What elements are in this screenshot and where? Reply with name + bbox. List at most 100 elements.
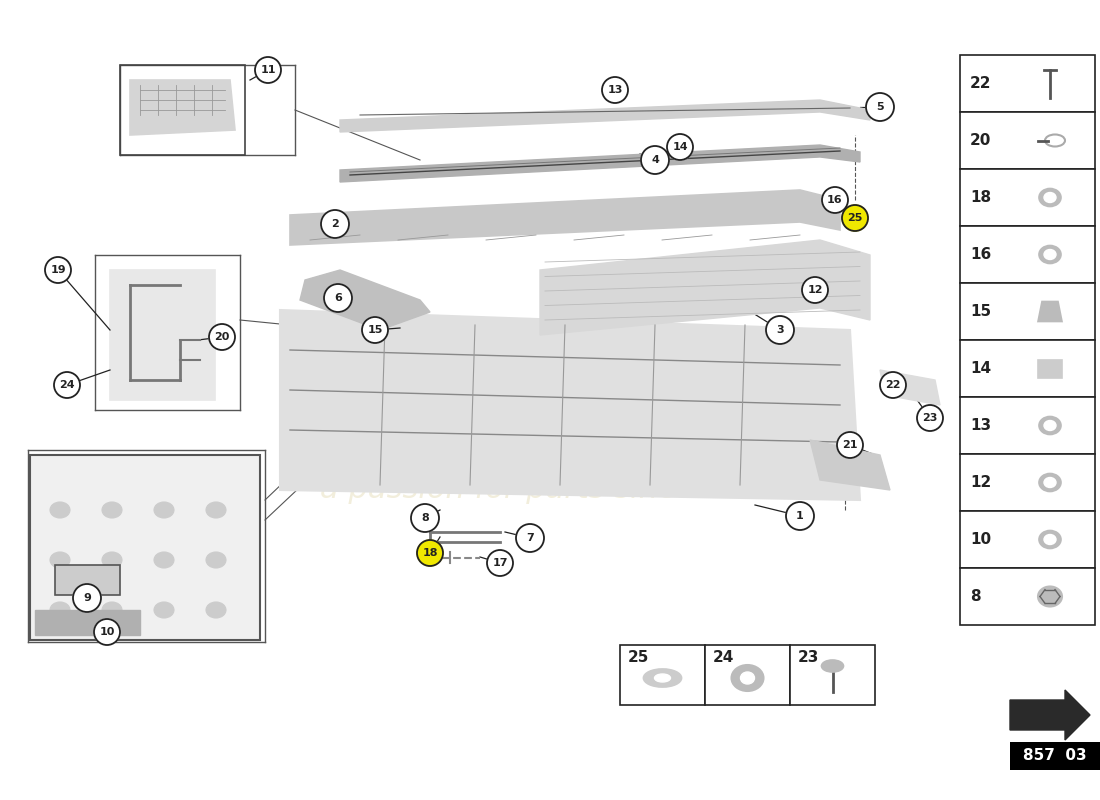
- Text: 17: 17: [493, 558, 508, 568]
- Bar: [790, 645, 874, 705]
- Text: 6: 6: [334, 293, 342, 303]
- Bar: [960, 55, 1094, 112]
- Bar: [55, 565, 120, 595]
- Circle shape: [917, 405, 943, 431]
- Text: 7: 7: [526, 533, 534, 543]
- Polygon shape: [35, 610, 140, 635]
- Text: 8: 8: [970, 589, 980, 604]
- Text: 13: 13: [970, 418, 991, 433]
- Bar: [30, 455, 260, 640]
- Bar: [620, 645, 705, 705]
- Text: 14: 14: [970, 361, 991, 376]
- Polygon shape: [290, 190, 840, 245]
- Text: 1: 1: [796, 511, 804, 521]
- Text: 8: 8: [421, 513, 429, 523]
- Text: 16: 16: [827, 195, 843, 205]
- Circle shape: [866, 93, 894, 121]
- Text: 18: 18: [422, 548, 438, 558]
- Ellipse shape: [732, 665, 763, 691]
- Bar: [1010, 742, 1100, 770]
- Text: 18: 18: [970, 190, 991, 205]
- Text: 22: 22: [886, 380, 901, 390]
- Text: 14: 14: [672, 142, 688, 152]
- Ellipse shape: [1040, 246, 1062, 263]
- Text: 15: 15: [367, 325, 383, 335]
- Ellipse shape: [50, 552, 70, 568]
- Text: 12: 12: [807, 285, 823, 295]
- Ellipse shape: [50, 602, 70, 618]
- Ellipse shape: [102, 502, 122, 518]
- Circle shape: [766, 316, 794, 344]
- Text: 3: 3: [777, 325, 784, 335]
- Circle shape: [324, 284, 352, 312]
- Ellipse shape: [102, 602, 122, 618]
- Ellipse shape: [1038, 586, 1061, 606]
- Bar: [960, 226, 1094, 283]
- Text: 22: 22: [970, 76, 991, 91]
- Text: a passion for parts since 1985: a passion for parts since 1985: [319, 475, 781, 505]
- Polygon shape: [130, 80, 235, 135]
- Ellipse shape: [1040, 417, 1062, 434]
- Polygon shape: [540, 240, 870, 335]
- Text: 857  03: 857 03: [1023, 749, 1087, 763]
- Text: 25: 25: [628, 650, 649, 665]
- Circle shape: [602, 77, 628, 103]
- Polygon shape: [880, 370, 940, 405]
- Ellipse shape: [822, 660, 844, 672]
- Polygon shape: [340, 100, 870, 132]
- Ellipse shape: [154, 602, 174, 618]
- Text: 10: 10: [970, 532, 991, 547]
- Bar: [960, 397, 1094, 454]
- Bar: [960, 169, 1094, 226]
- Ellipse shape: [154, 552, 174, 568]
- Ellipse shape: [1040, 189, 1062, 206]
- Text: 12: 12: [970, 475, 991, 490]
- Circle shape: [802, 277, 828, 303]
- Ellipse shape: [1044, 250, 1056, 259]
- Text: 4: 4: [651, 155, 659, 165]
- Text: 24: 24: [59, 380, 75, 390]
- Circle shape: [411, 504, 439, 532]
- Ellipse shape: [644, 669, 682, 687]
- Circle shape: [667, 134, 693, 160]
- Ellipse shape: [740, 672, 755, 684]
- Circle shape: [880, 372, 906, 398]
- Bar: [1038, 359, 1061, 378]
- Polygon shape: [110, 270, 214, 400]
- Text: 23: 23: [922, 413, 937, 423]
- Ellipse shape: [50, 502, 70, 518]
- Circle shape: [362, 317, 388, 343]
- Text: 11: 11: [261, 65, 276, 75]
- Ellipse shape: [1044, 534, 1056, 545]
- Text: 15: 15: [970, 304, 991, 319]
- Text: 24: 24: [713, 650, 735, 665]
- Polygon shape: [1038, 302, 1061, 322]
- Ellipse shape: [206, 552, 225, 568]
- Circle shape: [54, 372, 80, 398]
- Bar: [960, 112, 1094, 169]
- Ellipse shape: [1040, 530, 1062, 549]
- Ellipse shape: [206, 502, 225, 518]
- Circle shape: [641, 146, 669, 174]
- Circle shape: [417, 540, 443, 566]
- Circle shape: [45, 257, 72, 283]
- Text: 23: 23: [798, 650, 820, 665]
- Bar: [960, 454, 1094, 511]
- Bar: [960, 568, 1094, 625]
- Text: 13: 13: [607, 85, 623, 95]
- Circle shape: [209, 324, 235, 350]
- Text: 9: 9: [84, 593, 91, 603]
- Circle shape: [487, 550, 513, 576]
- Text: 2: 2: [331, 219, 339, 229]
- Bar: [960, 511, 1094, 568]
- Bar: [960, 283, 1094, 340]
- Ellipse shape: [1044, 421, 1056, 430]
- Circle shape: [842, 205, 868, 231]
- Text: 10: 10: [99, 627, 114, 637]
- Text: 19: 19: [51, 265, 66, 275]
- Ellipse shape: [1044, 478, 1056, 487]
- Circle shape: [321, 210, 349, 238]
- Polygon shape: [1010, 690, 1090, 740]
- Circle shape: [822, 187, 848, 213]
- Text: euroParts: euroParts: [352, 395, 748, 465]
